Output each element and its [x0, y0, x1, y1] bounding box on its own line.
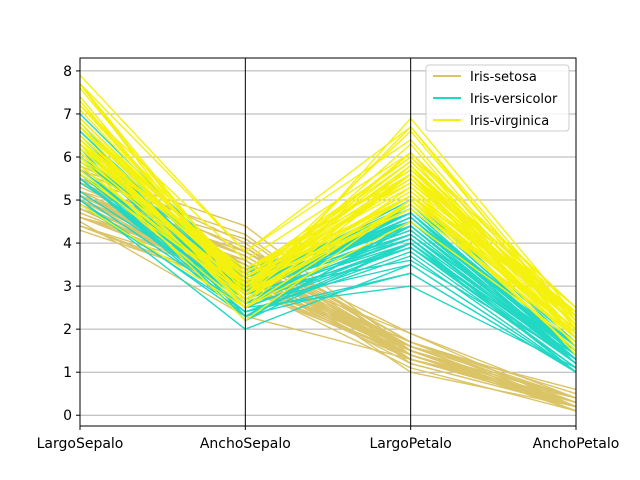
- series-line: [79, 156, 577, 352]
- y-tick-label: 4: [63, 236, 72, 252]
- series-line: [79, 83, 577, 330]
- x-tick-label: LargoSepalo: [37, 436, 124, 452]
- series-line: [79, 83, 577, 321]
- series-line: [79, 199, 577, 373]
- series-line: [79, 147, 577, 317]
- data-lines: [79, 74, 577, 412]
- legend-label: Iris-virginica: [470, 114, 549, 129]
- x-tick-labels: LargoSepalo AnchoSepalo LargoPetalo AnchoPe…: [37, 426, 620, 452]
- legend: Iris-setosa Iris-versicolor Iris-virginica: [425, 64, 570, 132]
- plot-frame: [79, 57, 577, 427]
- legend-label: Iris-versicolor: [470, 92, 558, 107]
- series-line: [79, 139, 577, 322]
- series-line: [79, 165, 577, 335]
- series-line: [79, 195, 577, 369]
- y-tick-label: 1: [63, 365, 72, 381]
- y-tick-label: 5: [63, 193, 72, 209]
- x-tick-label: AnchoSepalo: [200, 436, 291, 452]
- legend-box: [425, 64, 570, 132]
- series-line: [79, 126, 577, 313]
- y-tick-label: 3: [63, 279, 72, 295]
- x-tick-label: AnchoPetalo: [533, 436, 620, 452]
- series-line: [79, 177, 577, 360]
- x-tick-label: LargoPetalo: [369, 436, 451, 452]
- series-line: [79, 203, 577, 343]
- series-line: [79, 104, 577, 309]
- legend-label: Iris-setosa: [470, 70, 537, 85]
- y-tick-label: 7: [63, 107, 72, 123]
- y-tick-label: 2: [63, 322, 72, 338]
- series-line: [79, 126, 577, 309]
- series-line: [79, 134, 577, 330]
- series-iris-virginica: [79, 74, 577, 356]
- series-line: [79, 177, 577, 373]
- series-line: [79, 160, 577, 339]
- y-tick-label: 8: [63, 64, 72, 80]
- y-tick-label: 0: [63, 408, 72, 424]
- y-tick-labels: 0 1 2 3 4 5 6 7 8: [63, 64, 80, 424]
- y-tick-label: 6: [63, 150, 72, 166]
